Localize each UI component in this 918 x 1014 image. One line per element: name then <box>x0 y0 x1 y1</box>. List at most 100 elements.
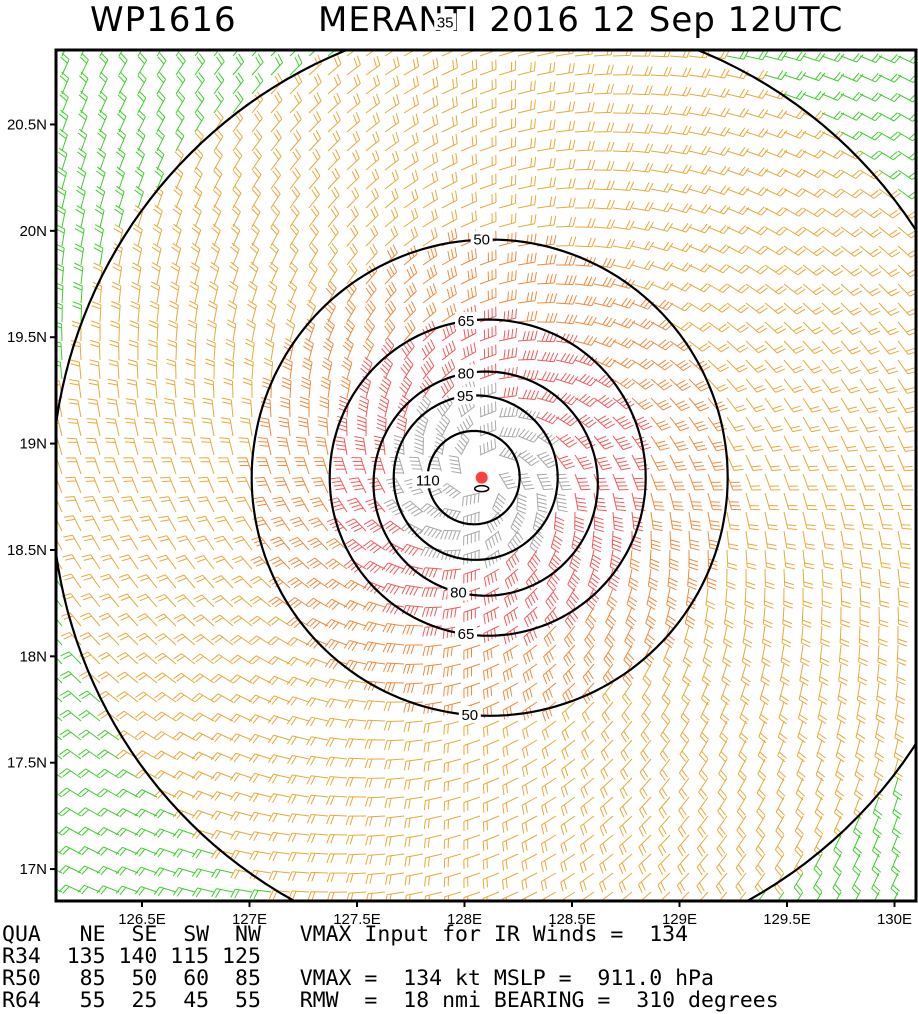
wind-barb <box>878 492 894 510</box>
wind-barb <box>268 851 291 862</box>
wind-barb <box>257 437 272 456</box>
wind-barb <box>117 632 139 646</box>
wind-barb <box>821 454 839 472</box>
wind-barb <box>362 337 374 361</box>
wind-barb <box>677 853 690 876</box>
wind-barb <box>250 223 260 247</box>
wind-barb <box>517 272 537 285</box>
wind-barb <box>764 435 783 452</box>
wind-barb <box>821 321 843 335</box>
wind-barb <box>345 757 367 768</box>
wind-barb <box>303 337 314 361</box>
wind-barb <box>423 777 443 791</box>
wind-barb <box>878 625 888 647</box>
wind-barb <box>876 663 887 686</box>
wind-barb <box>764 245 788 256</box>
wind-barb <box>723 625 733 648</box>
wind-barb <box>498 117 517 133</box>
wind-barb <box>327 205 340 228</box>
wind-barb <box>555 120 576 133</box>
wind-barb <box>172 867 196 878</box>
wind-barb <box>161 457 177 475</box>
wind-barb <box>365 834 386 846</box>
lon-tick-label: 128E <box>447 911 482 924</box>
wind-barb <box>373 435 386 456</box>
wind-barb <box>503 644 519 664</box>
wind-barb <box>628 568 639 591</box>
wind-barb <box>783 568 795 590</box>
wind-barb <box>536 391 560 403</box>
wind-barb <box>262 377 272 399</box>
wind-barb <box>821 169 845 179</box>
wind-barb <box>246 319 256 342</box>
wind-barb <box>593 316 617 328</box>
wind-barb <box>897 283 916 297</box>
wind-barb <box>97 671 120 684</box>
wind-barb <box>364 758 386 769</box>
wind-barb <box>536 215 557 228</box>
wind-barb <box>404 796 424 810</box>
wind-barb <box>346 205 359 228</box>
wind-barb <box>802 378 823 394</box>
wind-barb <box>384 853 405 866</box>
wind-barb <box>574 63 595 76</box>
wind-barb <box>783 454 801 472</box>
wind-barb <box>289 73 303 95</box>
wind-barb <box>707 530 720 551</box>
wind-barb <box>678 777 690 800</box>
wind-barb <box>344 299 356 323</box>
wind-barb <box>669 359 692 372</box>
wind-barb <box>210 810 234 821</box>
wind-barb <box>421 587 443 598</box>
wind-barb <box>441 340 456 361</box>
wind-barb <box>440 529 462 541</box>
wind-barb <box>193 166 203 190</box>
wind-barb <box>188 300 199 323</box>
wind-barb <box>346 168 360 190</box>
wind-barb <box>835 739 846 763</box>
lon-tick-label: 127E <box>232 911 267 924</box>
wind-barb <box>836 701 847 724</box>
wind-barb <box>659 739 671 762</box>
wind-barb <box>582 682 595 705</box>
wind-barb <box>688 204 712 214</box>
wind-barb <box>286 696 310 706</box>
contour-label-bg <box>434 13 457 31</box>
wind-barb <box>744 587 755 609</box>
wind-barb <box>856 682 867 705</box>
wind-barb <box>356 415 367 437</box>
wind-barb <box>802 207 826 218</box>
wind-barb <box>170 262 181 285</box>
lat-tick-label: 18N <box>19 648 47 665</box>
wind-barb <box>897 492 913 510</box>
wind-barb <box>122 476 139 494</box>
wind-barb <box>156 71 167 95</box>
wind-barb <box>821 492 837 511</box>
wind-barb <box>287 556 310 570</box>
wind-barb <box>360 356 373 380</box>
wind-barb <box>517 137 536 152</box>
wind-barb <box>716 853 728 876</box>
wind-barb <box>400 356 414 380</box>
wind-barb <box>802 52 826 62</box>
wind-barb <box>565 587 580 611</box>
wind-barb <box>201 417 215 437</box>
wind-barb <box>63 515 82 532</box>
wind-barb <box>363 661 386 672</box>
wind-barb <box>135 652 158 665</box>
wind-barb <box>612 317 636 329</box>
wind-barb <box>384 150 400 171</box>
wind-barb <box>365 187 379 209</box>
wind-barb <box>688 550 699 571</box>
wind-barb <box>463 777 481 794</box>
wind-barb <box>878 340 899 355</box>
wind-barb <box>688 378 710 392</box>
wind-barb <box>164 398 177 418</box>
wind-barb <box>90 339 101 361</box>
wind-barb <box>326 795 348 806</box>
wind-barb <box>740 682 750 706</box>
wind-barb <box>119 554 139 570</box>
wind-barb <box>758 720 768 744</box>
wind-barb <box>859 416 878 433</box>
